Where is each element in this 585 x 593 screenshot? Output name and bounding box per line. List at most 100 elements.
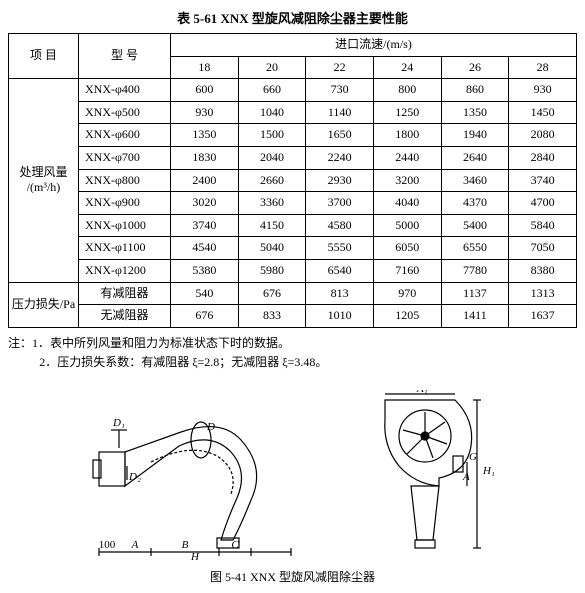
data-cell: 3200 bbox=[373, 169, 441, 192]
table-row: XNX-φ600135015001650180019402080 bbox=[9, 124, 577, 147]
data-cell: 3700 bbox=[306, 192, 374, 215]
table-row: XNX-φ50093010401140125013501450 bbox=[9, 101, 577, 124]
data-cell: 1500 bbox=[238, 124, 306, 147]
col-head: 22 bbox=[306, 56, 374, 79]
model-cell: 无减阻器 bbox=[79, 305, 171, 328]
data-cell: 3360 bbox=[238, 192, 306, 215]
model-cell: XNX-φ1100 bbox=[79, 237, 171, 260]
model-cell: XNX-φ1200 bbox=[79, 259, 171, 282]
group-flow: 处理风量/(m³/h) bbox=[9, 79, 79, 282]
notes-block: 注：1．表中所列风量和阻力为标准状态下时的数据。 2．压力损失系数：有减阻器 ξ… bbox=[8, 334, 577, 372]
data-cell: 2040 bbox=[238, 146, 306, 169]
data-cell: 1010 bbox=[306, 305, 374, 328]
data-cell: 1313 bbox=[509, 282, 577, 305]
table-row: XNX-φ1100454050405550605065507050 bbox=[9, 237, 577, 260]
performance-table: 项 目 型 号 进口流速/(m/s) 18 20 22 24 26 28 处理风… bbox=[8, 33, 577, 328]
table-row: XNX-φ700183020402240244026402840 bbox=[9, 146, 577, 169]
col-head: 28 bbox=[509, 56, 577, 79]
data-cell: 5980 bbox=[238, 259, 306, 282]
label-b: B bbox=[181, 539, 188, 551]
data-cell: 5400 bbox=[441, 214, 509, 237]
data-cell: 3460 bbox=[441, 169, 509, 192]
model-cell: XNX-φ1000 bbox=[79, 214, 171, 237]
label-g: G bbox=[469, 451, 477, 463]
data-cell: 1137 bbox=[441, 282, 509, 305]
data-cell: 6050 bbox=[373, 237, 441, 260]
table-row: XNX-φ800240026602930320034603740 bbox=[9, 169, 577, 192]
header-velocity: 进口流速/(m/s) bbox=[171, 34, 577, 57]
data-cell: 2440 bbox=[373, 146, 441, 169]
table-row: XNX-φ1200538059806540716077808380 bbox=[9, 259, 577, 282]
model-cell: XNX-φ700 bbox=[79, 146, 171, 169]
data-cell: 676 bbox=[238, 282, 306, 305]
data-cell: 7780 bbox=[441, 259, 509, 282]
data-cell: 730 bbox=[306, 79, 374, 102]
data-cell: 4700 bbox=[509, 192, 577, 215]
model-cell: XNX-φ400 bbox=[79, 79, 171, 102]
data-cell: 833 bbox=[238, 305, 306, 328]
data-cell: 2240 bbox=[306, 146, 374, 169]
data-cell: 5550 bbox=[306, 237, 374, 260]
data-cell: 4540 bbox=[171, 237, 239, 260]
data-cell: 1637 bbox=[509, 305, 577, 328]
col-head: 26 bbox=[441, 56, 509, 79]
data-cell: 3740 bbox=[509, 169, 577, 192]
header-item: 项 目 bbox=[9, 34, 79, 79]
model-cell: XNX-φ800 bbox=[79, 169, 171, 192]
label-a: A bbox=[130, 539, 138, 551]
label-d1: D₁ bbox=[112, 417, 125, 429]
data-cell: 3740 bbox=[171, 214, 239, 237]
label-h: H bbox=[190, 551, 200, 560]
data-cell: 1205 bbox=[373, 305, 441, 328]
table-row: XNX-φ900302033603700404043704700 bbox=[9, 192, 577, 215]
note-line: 注：1．表中所列风量和阻力为标准状态下时的数据。 bbox=[8, 334, 577, 353]
data-cell: 1350 bbox=[171, 124, 239, 147]
data-cell: 7050 bbox=[509, 237, 577, 260]
data-cell: 2840 bbox=[509, 146, 577, 169]
label-h1: H₁ bbox=[482, 465, 495, 477]
model-cell: XNX-φ900 bbox=[79, 192, 171, 215]
data-cell: 2640 bbox=[441, 146, 509, 169]
table-row: 压力损失/Pa有减阻器54067681397011371313 bbox=[9, 282, 577, 305]
group-pressure: 压力损失/Pa bbox=[9, 282, 79, 327]
data-cell: 8380 bbox=[509, 259, 577, 282]
data-cell: 970 bbox=[373, 282, 441, 305]
col-head: 24 bbox=[373, 56, 441, 79]
data-cell: 4370 bbox=[441, 192, 509, 215]
header-model: 型 号 bbox=[79, 34, 171, 79]
data-cell: 1450 bbox=[509, 101, 577, 124]
data-cell: 813 bbox=[306, 282, 374, 305]
data-cell: 800 bbox=[373, 79, 441, 102]
data-cell: 2930 bbox=[306, 169, 374, 192]
model-cell: 有减阻器 bbox=[79, 282, 171, 305]
figure-left: D₁ D₂ D 100 A B C H bbox=[91, 390, 321, 560]
data-cell: 676 bbox=[171, 305, 239, 328]
data-cell: 930 bbox=[509, 79, 577, 102]
col-head: 20 bbox=[238, 56, 306, 79]
table-row: 处理风量/(m³/h)XNX-φ400600660730800860930 bbox=[9, 79, 577, 102]
data-cell: 1650 bbox=[306, 124, 374, 147]
data-cell: 1140 bbox=[306, 101, 374, 124]
data-cell: 5040 bbox=[238, 237, 306, 260]
data-cell: 2660 bbox=[238, 169, 306, 192]
data-cell: 1411 bbox=[441, 305, 509, 328]
data-cell: 600 bbox=[171, 79, 239, 102]
data-cell: 4150 bbox=[238, 214, 306, 237]
label-100: 100 bbox=[98, 539, 115, 551]
model-cell: XNX-φ500 bbox=[79, 101, 171, 124]
table-row: 无减阻器6768331010120514111637 bbox=[9, 305, 577, 328]
table-row: 项 目 型 号 进口流速/(m/s) bbox=[9, 34, 577, 57]
data-cell: 5380 bbox=[171, 259, 239, 282]
label-d2: D₂ bbox=[128, 471, 141, 483]
label-a2: A bbox=[462, 471, 470, 483]
data-cell: 7160 bbox=[373, 259, 441, 282]
figure-caption: 图 5-41 XNX 型旋风减阻除尘器 bbox=[8, 568, 577, 585]
figure-right: H₁ G A A₁ bbox=[345, 390, 495, 560]
label-d: D bbox=[206, 421, 215, 433]
data-cell: 2080 bbox=[509, 124, 577, 147]
figure-area: D₁ D₂ D 100 A B C H bbox=[8, 390, 577, 560]
table-caption: 表 5-61 XNX 型旋风减阻除尘器主要性能 bbox=[8, 8, 577, 27]
data-cell: 930 bbox=[171, 101, 239, 124]
data-cell: 860 bbox=[441, 79, 509, 102]
note-line: 2．压力损失系数：有减阻器 ξ=2.8；无减阻器 ξ=3.48。 bbox=[39, 353, 577, 372]
